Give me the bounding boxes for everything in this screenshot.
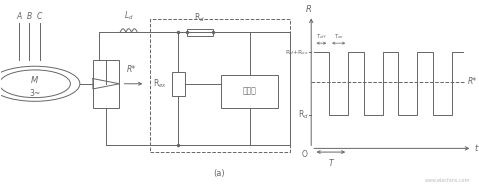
Text: T$_{on}$: T$_{on}$ — [334, 32, 343, 41]
Bar — [172, 72, 185, 96]
Text: R$_d$: R$_d$ — [298, 109, 309, 121]
Text: T: T — [329, 159, 333, 169]
Text: R$_d$: R$_d$ — [194, 12, 205, 24]
Text: R$_{ex}$: R$_{ex}$ — [153, 78, 167, 90]
Text: 3~: 3~ — [29, 89, 40, 98]
Text: www.elecfans.com: www.elecfans.com — [424, 178, 470, 183]
Text: T$_{off}$: T$_{off}$ — [316, 32, 327, 41]
Text: R: R — [306, 5, 312, 14]
Text: t: t — [475, 144, 478, 153]
Text: B: B — [26, 12, 32, 21]
Text: M: M — [31, 76, 38, 85]
Text: R$_d$+R$_{ex}$: R$_d$+R$_{ex}$ — [285, 48, 309, 57]
Text: A: A — [16, 12, 22, 21]
Bar — [221, 75, 278, 108]
Bar — [93, 60, 119, 108]
Bar — [187, 29, 213, 36]
Text: L$_d$: L$_d$ — [124, 9, 134, 22]
Text: 斩波器: 斩波器 — [243, 87, 257, 96]
Text: R*: R* — [468, 77, 477, 86]
Text: O: O — [302, 150, 308, 159]
Text: C: C — [37, 12, 42, 21]
Text: R*: R* — [126, 65, 136, 73]
Text: (a): (a) — [213, 169, 225, 178]
Bar — [150, 19, 290, 152]
